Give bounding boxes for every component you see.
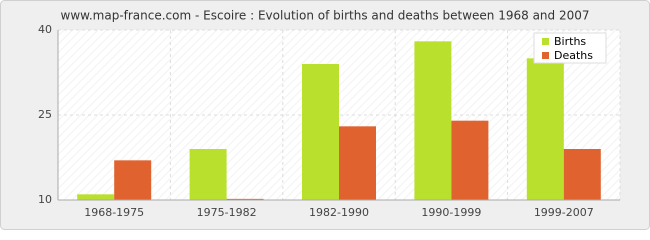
bar	[414, 41, 452, 201]
x-tick-label: 1982-1990	[309, 206, 369, 219]
x-tick-label: 1968-1975	[84, 206, 144, 219]
legend-swatch	[542, 52, 549, 59]
x-tick-label: 1990-1999	[421, 206, 481, 219]
bar	[526, 58, 564, 201]
bar	[226, 198, 264, 200]
x-tick-label: 1999-2007	[534, 206, 594, 219]
chart-title: www.map-france.com - Escoire : Evolution…	[61, 9, 590, 23]
bar	[339, 126, 376, 200]
bar	[114, 160, 152, 200]
y-tick-label: 25	[38, 108, 52, 121]
legend-label: Deaths	[554, 49, 593, 62]
chart: www.map-france.com - Escoire : Evolution…	[0, 0, 650, 230]
y-tick-label: 40	[38, 23, 52, 36]
legend-swatch	[542, 38, 549, 45]
bar	[189, 149, 227, 200]
bar	[563, 149, 601, 200]
y-tick-label: 10	[38, 193, 52, 206]
legend-label: Births	[554, 35, 586, 48]
bar	[451, 120, 489, 200]
bar	[302, 64, 339, 200]
x-tick-label: 1975-1982	[197, 206, 257, 219]
bar	[77, 194, 115, 200]
